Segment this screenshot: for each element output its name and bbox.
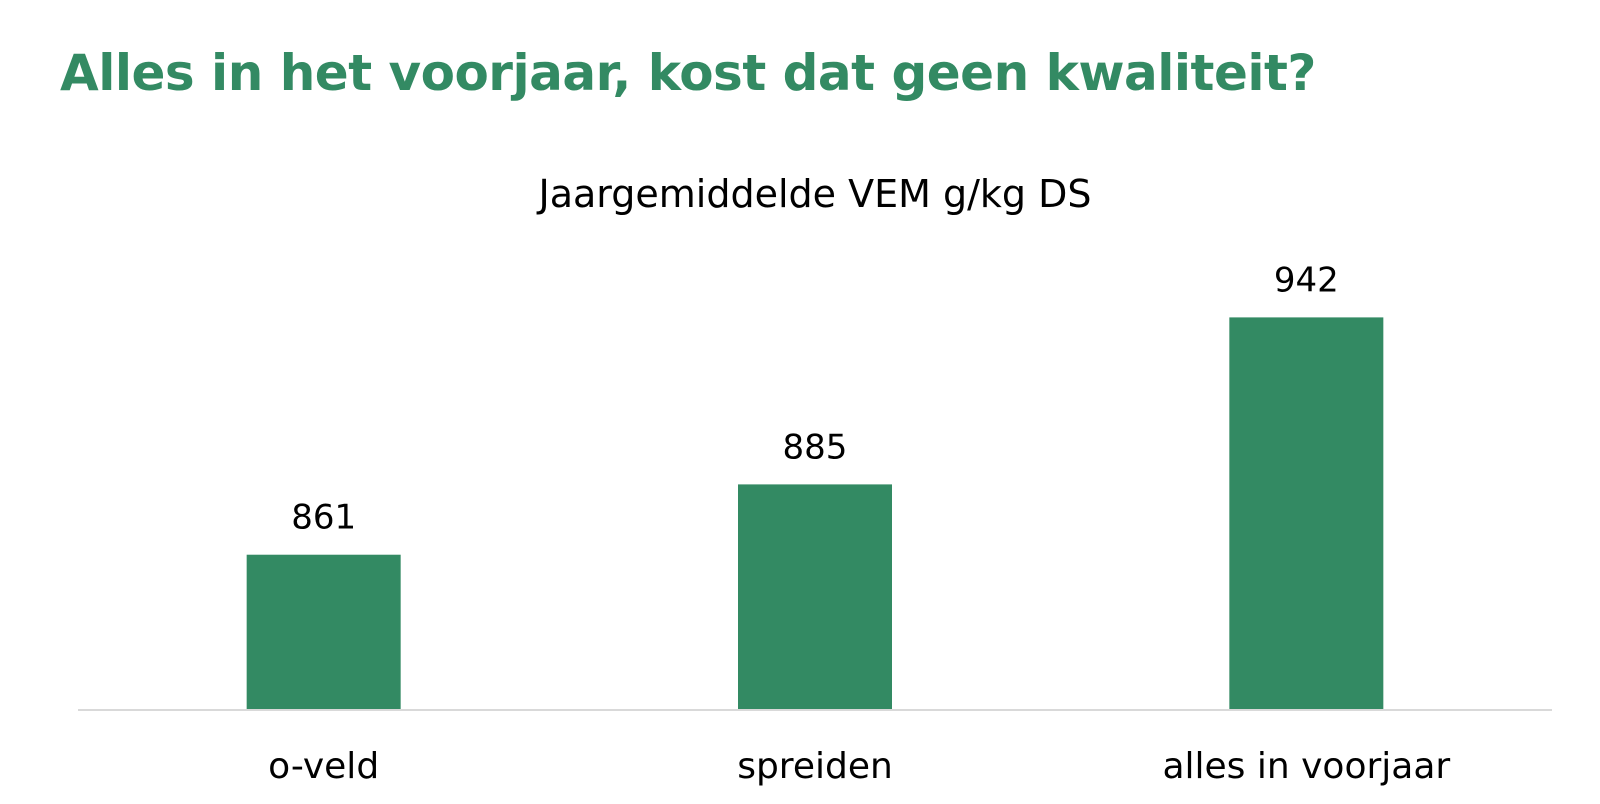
- bar-1: [246, 554, 401, 710]
- data-label-2: 885: [783, 427, 848, 467]
- data-label-1: 861: [291, 498, 356, 538]
- slide-title: Alles in het voorjaar, kost dat geen kwa…: [60, 44, 1316, 102]
- category-label-group: o-veld spreiden alles in voorjaar: [268, 746, 1450, 787]
- category-label-3: alles in voorjaar: [1162, 746, 1450, 787]
- category-label-1: o-veld: [268, 746, 379, 787]
- data-label-3: 942: [1274, 260, 1339, 300]
- bar-group: [246, 317, 1384, 710]
- data-label-group: 861 885 942: [291, 260, 1339, 537]
- bar-2: [738, 484, 892, 710]
- chart-title: Jaargemiddelde VEM g/kg DS: [537, 172, 1092, 216]
- bar-3: [1229, 317, 1384, 710]
- category-label-2: spreiden: [737, 746, 893, 787]
